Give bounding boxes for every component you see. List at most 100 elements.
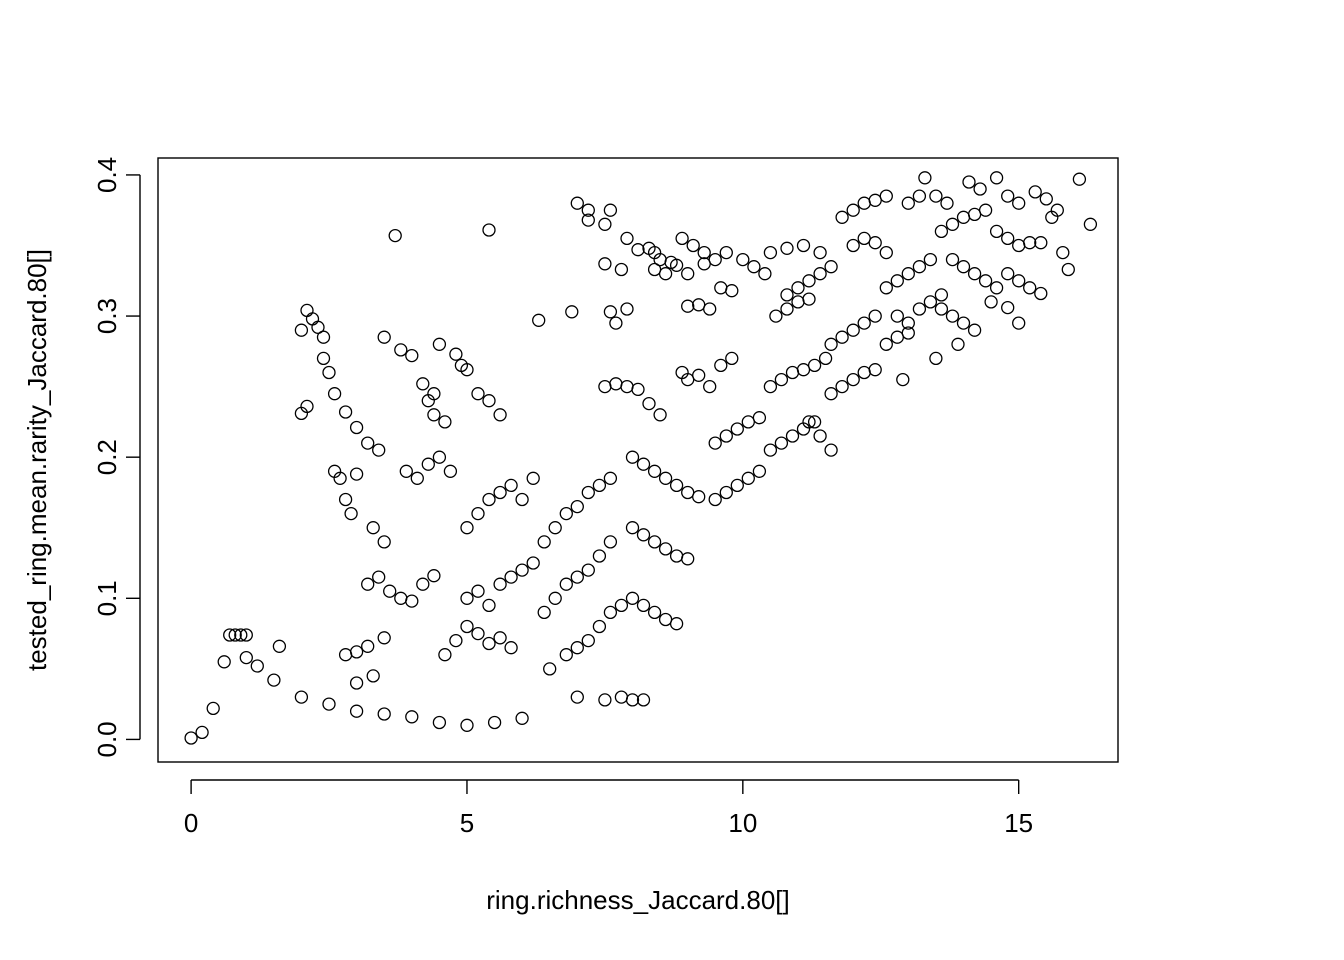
data-point [300, 399, 314, 414]
data-point [708, 252, 722, 267]
data-point [344, 506, 358, 521]
data-point [774, 372, 789, 387]
data-point [923, 252, 938, 267]
data-point [813, 429, 827, 443]
data-point [636, 457, 651, 471]
x-axis-label: ring.richness_Jaccard.80[] [486, 885, 789, 915]
data-point [338, 492, 353, 507]
data-point [559, 577, 573, 591]
data-point [818, 351, 833, 366]
y-axis-label: tested_ring.mean.rarity_Jaccard.80[] [22, 249, 52, 671]
data-point [581, 213, 595, 227]
data-point [361, 577, 375, 591]
data-point [316, 351, 331, 366]
data-point [559, 648, 573, 662]
data-point [482, 492, 496, 507]
data-point [846, 372, 860, 387]
data-point [984, 295, 998, 309]
data-point [195, 725, 209, 740]
data-point [736, 252, 750, 267]
data-point [515, 492, 529, 507]
data-point [901, 196, 915, 210]
data-point [631, 243, 645, 257]
data-point [934, 302, 949, 316]
data-point [1034, 236, 1048, 250]
data-point [620, 302, 634, 316]
data-point [443, 464, 458, 478]
y-tick-label: 0.2 [92, 439, 122, 475]
data-point [896, 372, 910, 387]
data-point [774, 436, 789, 450]
data-point [989, 171, 1004, 185]
data-point [366, 521, 380, 535]
data-point [636, 528, 651, 542]
data-point [598, 257, 612, 271]
data-point [967, 323, 982, 337]
data-point [703, 379, 717, 394]
data-point [807, 415, 822, 429]
data-point [432, 715, 447, 730]
data-point [631, 382, 645, 397]
data-point [603, 471, 618, 485]
data-point [239, 650, 253, 665]
data-point [372, 570, 386, 584]
data-point [647, 535, 662, 549]
data-point [802, 274, 816, 288]
x-tick-label: 10 [728, 808, 757, 838]
data-point [460, 521, 474, 535]
data-point [967, 267, 982, 281]
data-point [223, 628, 237, 642]
data-point [636, 598, 651, 613]
data-point [824, 443, 838, 457]
data-point [1034, 286, 1048, 301]
data-point [813, 245, 827, 260]
data-point [901, 316, 915, 330]
data-point [796, 238, 811, 253]
data-point [449, 347, 463, 361]
data-point [570, 690, 584, 704]
data-point [846, 203, 860, 217]
data-point [929, 351, 943, 366]
data-point [570, 196, 584, 210]
data-point [592, 478, 607, 493]
data-point [1039, 192, 1053, 206]
data-point [642, 396, 656, 411]
data-point [1001, 189, 1015, 203]
data-point [294, 690, 309, 704]
data-point [730, 478, 744, 493]
data-point [951, 337, 965, 351]
data-point [686, 238, 700, 253]
data-point [377, 330, 391, 344]
data-point [890, 309, 904, 323]
data-point [780, 288, 794, 302]
data-point [526, 556, 540, 570]
data-point [272, 639, 287, 653]
data-point [322, 365, 336, 380]
data-point [239, 628, 253, 642]
data-point [1083, 217, 1098, 231]
data-point [973, 182, 987, 196]
data-point [725, 351, 739, 366]
data-point [349, 420, 364, 435]
data-point [1023, 281, 1037, 295]
data-point [1072, 172, 1087, 186]
data-point [846, 323, 860, 337]
data-point [471, 387, 485, 401]
data-point [923, 295, 938, 309]
data-point [565, 305, 579, 319]
data-point [730, 422, 744, 436]
data-point [692, 368, 706, 382]
data-point [482, 394, 496, 408]
data-point [482, 223, 496, 237]
data-point [708, 436, 722, 450]
data-point [515, 563, 529, 577]
data-point [802, 292, 816, 306]
data-point [785, 429, 800, 443]
data-point [807, 358, 822, 373]
data-point [796, 363, 811, 377]
data-point [1012, 316, 1026, 330]
data-point [460, 718, 474, 732]
data-point [763, 245, 778, 260]
data-point [658, 267, 673, 281]
data-point [217, 655, 231, 669]
